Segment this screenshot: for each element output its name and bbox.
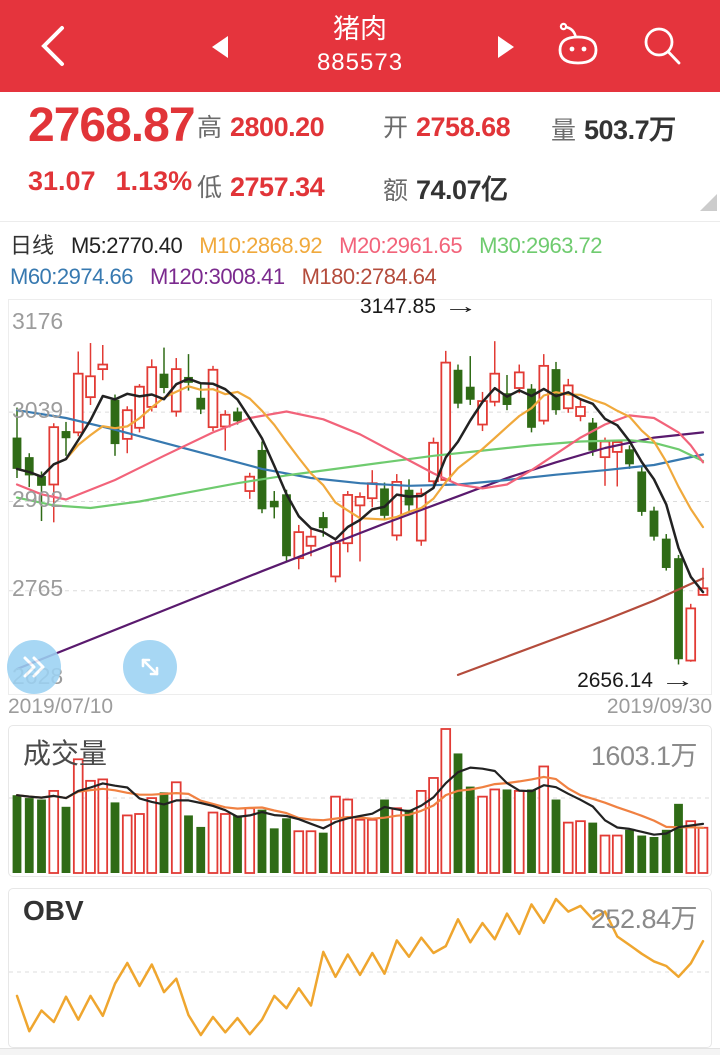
y-tick-3176: 3176: [12, 308, 64, 334]
y-tick-3039: 3039: [12, 397, 64, 423]
page-title: 猪肉: [333, 14, 387, 44]
candlestick-plot[interactable]: [8, 299, 712, 695]
ma20-legend: M20:2961.65: [339, 233, 463, 258]
ma60-legend: M60:2974.66: [10, 264, 133, 289]
back-icon[interactable]: [36, 25, 72, 67]
high-value: 2800.20: [230, 112, 325, 142]
next-stock-icon[interactable]: [498, 36, 514, 58]
open-value: 2758.68: [416, 112, 511, 142]
highest-price-text: 3147.85: [360, 295, 436, 318]
low-field: 低 2757.34: [197, 168, 325, 204]
candlestick-svg[interactable]: [9, 300, 711, 694]
y-tick-2765: 2765: [12, 575, 64, 601]
volume-label: 量: [551, 117, 577, 145]
search-icon[interactable]: [638, 22, 686, 70]
last-price: 2768.87: [28, 99, 196, 152]
ma30-legend: M30:2963.72: [479, 233, 603, 258]
candlestick-chart-area: 3176 3039 2902 2765 2628 3147.85→ 2656.1…: [0, 295, 720, 725]
ma-legend-line1: 日线 M5:2770.40 M10:2868.92 M20:2961.65 M3…: [10, 230, 710, 261]
low-label: 低: [197, 174, 223, 202]
price-change-row: 31.07 1.13%: [28, 166, 212, 197]
ma180-legend: M180:2784.64: [301, 264, 437, 289]
fullscreen-expand-button[interactable]: [123, 640, 177, 694]
fast-backward-button[interactable]: [7, 640, 61, 694]
volume-value: 503.7万: [584, 115, 676, 145]
obv-panel[interactable]: OBV 252.84万: [8, 888, 712, 1048]
ma-legend: 日线 M5:2770.40 M10:2868.92 M20:2961.65 M3…: [0, 222, 720, 296]
volume-panel-value: 1603.1万: [590, 741, 698, 771]
expand-arrows-icon: [141, 658, 159, 676]
volume-svg[interactable]: [9, 726, 711, 876]
bottom-divider: [0, 1048, 720, 1055]
price-change-percent: 1.13%: [115, 166, 193, 196]
quote-panel: 2768.87 31.07 1.13% 高 2800.20 开 2758.68 量 50…: [0, 92, 720, 222]
amount-label: 额: [383, 177, 409, 205]
obv-panel-title: OBV: [23, 895, 84, 926]
previous-stock-icon[interactable]: [212, 36, 228, 58]
volume-field: 量 503.7万: [551, 108, 676, 147]
obv-panel-value: 252.84万: [590, 904, 698, 934]
end-date-label: 2019/09/30: [606, 695, 712, 718]
volume-panel[interactable]: 成交量 1603.1万: [8, 725, 712, 877]
obv-svg[interactable]: [9, 889, 711, 1047]
double-chevron-icon: [23, 656, 45, 678]
highest-price-annotation: 3147.85 →: [360, 295, 478, 319]
stock-code: 885573: [316, 49, 404, 76]
volume-panel-title: 成交量: [23, 738, 108, 769]
lowest-price-text: 2656.14: [577, 669, 653, 692]
low-value: 2757.34: [230, 172, 325, 202]
amount-field: 额 74.07亿: [383, 168, 508, 207]
ma10-legend: M10:2868.92: [199, 233, 323, 258]
period-tab-daily[interactable]: 日线: [10, 233, 55, 258]
robot-assistant-icon[interactable]: [552, 22, 604, 70]
amount-value: 74.07亿: [416, 175, 508, 205]
price-change: 31.07: [28, 166, 96, 196]
expand-quote-corner-icon[interactable]: [700, 194, 717, 211]
ma-legend-line2: M60:2974.66 M120:3008.41 M180:2784.64: [10, 261, 710, 292]
high-field: 高 2800.20: [197, 108, 325, 144]
open-field: 开 2758.68: [383, 108, 511, 144]
high-label: 高: [197, 114, 223, 142]
start-date-label: 2019/07/10: [8, 695, 114, 718]
title-block: 猪肉 885573: [260, 11, 460, 79]
app-header: 猪肉 885573: [0, 0, 720, 92]
right-arrow-icon: →: [442, 295, 479, 318]
open-label: 开: [383, 114, 409, 142]
right-arrow-icon: →: [659, 669, 696, 692]
ma120-legend: M120:3008.41: [149, 264, 285, 289]
y-tick-2902: 2902: [12, 486, 64, 512]
lowest-price-annotation: 2656.14 →: [577, 669, 695, 693]
ma5-legend: M5:2770.40: [71, 233, 183, 258]
